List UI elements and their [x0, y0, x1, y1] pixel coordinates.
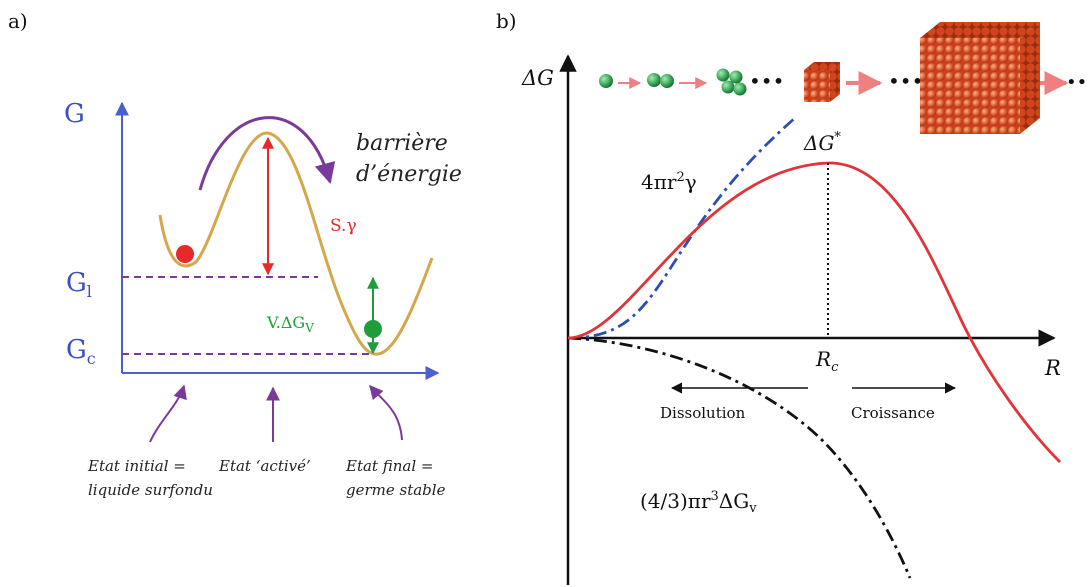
atom-single: [599, 74, 613, 88]
liquid-level-label: Gl: [66, 268, 92, 301]
state-activated-label: Etat ‘activé’: [218, 457, 311, 475]
small-nucleus: [804, 62, 840, 102]
atom-cluster-a: [716, 68, 730, 82]
ellipsis-3: ••: [1066, 72, 1087, 93]
growth-label: Croissance: [851, 404, 935, 422]
atom-cluster-b: [729, 70, 743, 84]
nucleation-sequence: ••• ••• ••: [599, 22, 1087, 134]
free-energy-curve: [158, 131, 434, 356]
volume-term-formula: (4/3)πr3ΔGv: [640, 489, 757, 516]
panel-b-label: b): [496, 9, 517, 33]
atom-pair-b: [660, 74, 674, 88]
surface-energy-curve: [567, 116, 796, 340]
surface-term-label: S.γ: [330, 216, 357, 236]
panel-a-label: a): [8, 9, 28, 33]
state-final-line2: germe stable: [346, 481, 446, 499]
panel-b: b) ΔG R ΔG* Rc 4πr2γ (4/3)πr3ΔGv Dissolu…: [496, 9, 1087, 585]
panel-a: a) G Gl Gc barrière d’énergie S.γ V.ΔGV …: [8, 9, 462, 499]
ellipsis-1: •••: [749, 69, 784, 93]
volume-term-label: V.ΔGV: [266, 313, 314, 335]
pointer-arrow-final: [369, 384, 403, 441]
state-final-line1: Etat final =: [345, 457, 433, 475]
atom-cluster-c: [721, 80, 735, 94]
panel-a-y-axis-label: G: [64, 99, 85, 129]
barrier-arrow: [198, 116, 336, 191]
barrier-label-line2: d’énergie: [356, 162, 462, 187]
dissolution-label: Dissolution: [660, 404, 746, 422]
barrier-peak-label: ΔG*: [803, 130, 841, 155]
state-initial-line2: liquide surfondu: [88, 481, 213, 499]
panel-b-y-axis-label: ΔG: [521, 66, 554, 90]
critical-radius-label: Rc: [815, 347, 839, 375]
volume-energy-curve: [567, 336, 912, 579]
atom-pair-a: [647, 73, 661, 87]
total-energy-curve: [567, 161, 1061, 463]
state-initial-line1: Etat initial =: [87, 457, 186, 475]
crystal-state-ball: [364, 320, 382, 338]
surface-term-formula: 4πr2γ: [641, 170, 697, 194]
large-crystal: [920, 22, 1040, 134]
ellipsis-2: •••: [888, 69, 923, 93]
liquid-state-ball: [176, 245, 194, 263]
atom-cluster-d: [733, 82, 747, 96]
panel-b-x-axis-label: R: [1044, 356, 1061, 380]
pointer-arrow-initial: [149, 384, 187, 443]
crystal-level-label: Gc: [66, 335, 96, 368]
barrier-label-line1: barrière: [356, 131, 448, 156]
